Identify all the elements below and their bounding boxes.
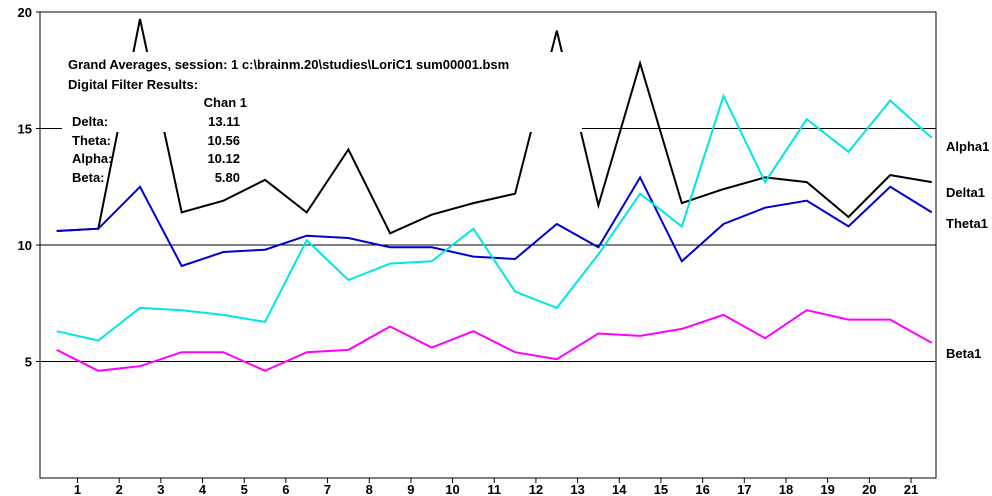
x-tick-label-3: 3 (157, 482, 164, 496)
y-tick-label-10: 10 (18, 238, 32, 253)
info-subtitle: Digital Filter Results: (68, 77, 198, 92)
info-label-alpha: Alpha: (72, 151, 112, 166)
x-tick-label-1: 1 (74, 482, 81, 496)
series-label-beta1: Beta1 (946, 346, 981, 361)
x-tick-label-4: 4 (199, 482, 207, 496)
x-tick-label-16: 16 (695, 482, 709, 496)
info-value-theta: 10.56 (207, 133, 240, 148)
info-column-header: Chan 1 (204, 95, 247, 110)
x-tick-label-11: 11 (487, 482, 501, 496)
series-label-theta1: Theta1 (946, 216, 988, 231)
info-label-theta: Theta: (72, 133, 111, 148)
x-tick-label-12: 12 (529, 482, 543, 496)
x-tick-label-21: 21 (904, 482, 918, 496)
series-line-theta1 (56, 175, 933, 268)
info-value-delta: 13.11 (208, 114, 240, 129)
x-tick-label-14: 14 (612, 482, 627, 496)
x-tick-label-2: 2 (116, 482, 123, 496)
x-tick-label-8: 8 (366, 482, 373, 496)
x-tick-label-19: 19 (820, 482, 834, 496)
series-label-delta1: Delta1 (946, 185, 985, 200)
info-label-beta: Beta: (72, 170, 105, 185)
series-line-delta1 (56, 18, 932, 235)
info-label-delta: Delta: (72, 114, 108, 129)
x-tick-label-10: 10 (445, 482, 459, 496)
x-tick-label-17: 17 (737, 482, 751, 496)
x-tick-label-15: 15 (654, 482, 668, 496)
y-tick-label-5: 5 (25, 355, 32, 370)
y-tick-label-20: 20 (18, 5, 32, 20)
info-box-background (62, 52, 582, 132)
info-value-alpha: 10.12 (207, 151, 240, 166)
x-tick-label-5: 5 (241, 482, 248, 496)
x-tick-label-9: 9 (407, 482, 414, 496)
x-tick-label-6: 6 (282, 482, 289, 496)
x-tick-label-18: 18 (779, 482, 793, 496)
info-box: Grand Averages, session: 1 c:\brainm.20\… (62, 52, 582, 185)
x-tick-label-7: 7 (324, 482, 331, 496)
series-line-beta1 (56, 309, 933, 372)
info-title: Grand Averages, session: 1 c:\brainm.20\… (68, 57, 509, 72)
y-tick-label-15: 15 (18, 122, 32, 137)
series-line-alpha1 (56, 93, 933, 342)
info-value-beta: 5.80 (215, 170, 240, 185)
series-label-alpha1: Alpha1 (946, 139, 989, 154)
x-tick-label-20: 20 (862, 482, 876, 496)
x-tick-label-13: 13 (570, 482, 584, 496)
